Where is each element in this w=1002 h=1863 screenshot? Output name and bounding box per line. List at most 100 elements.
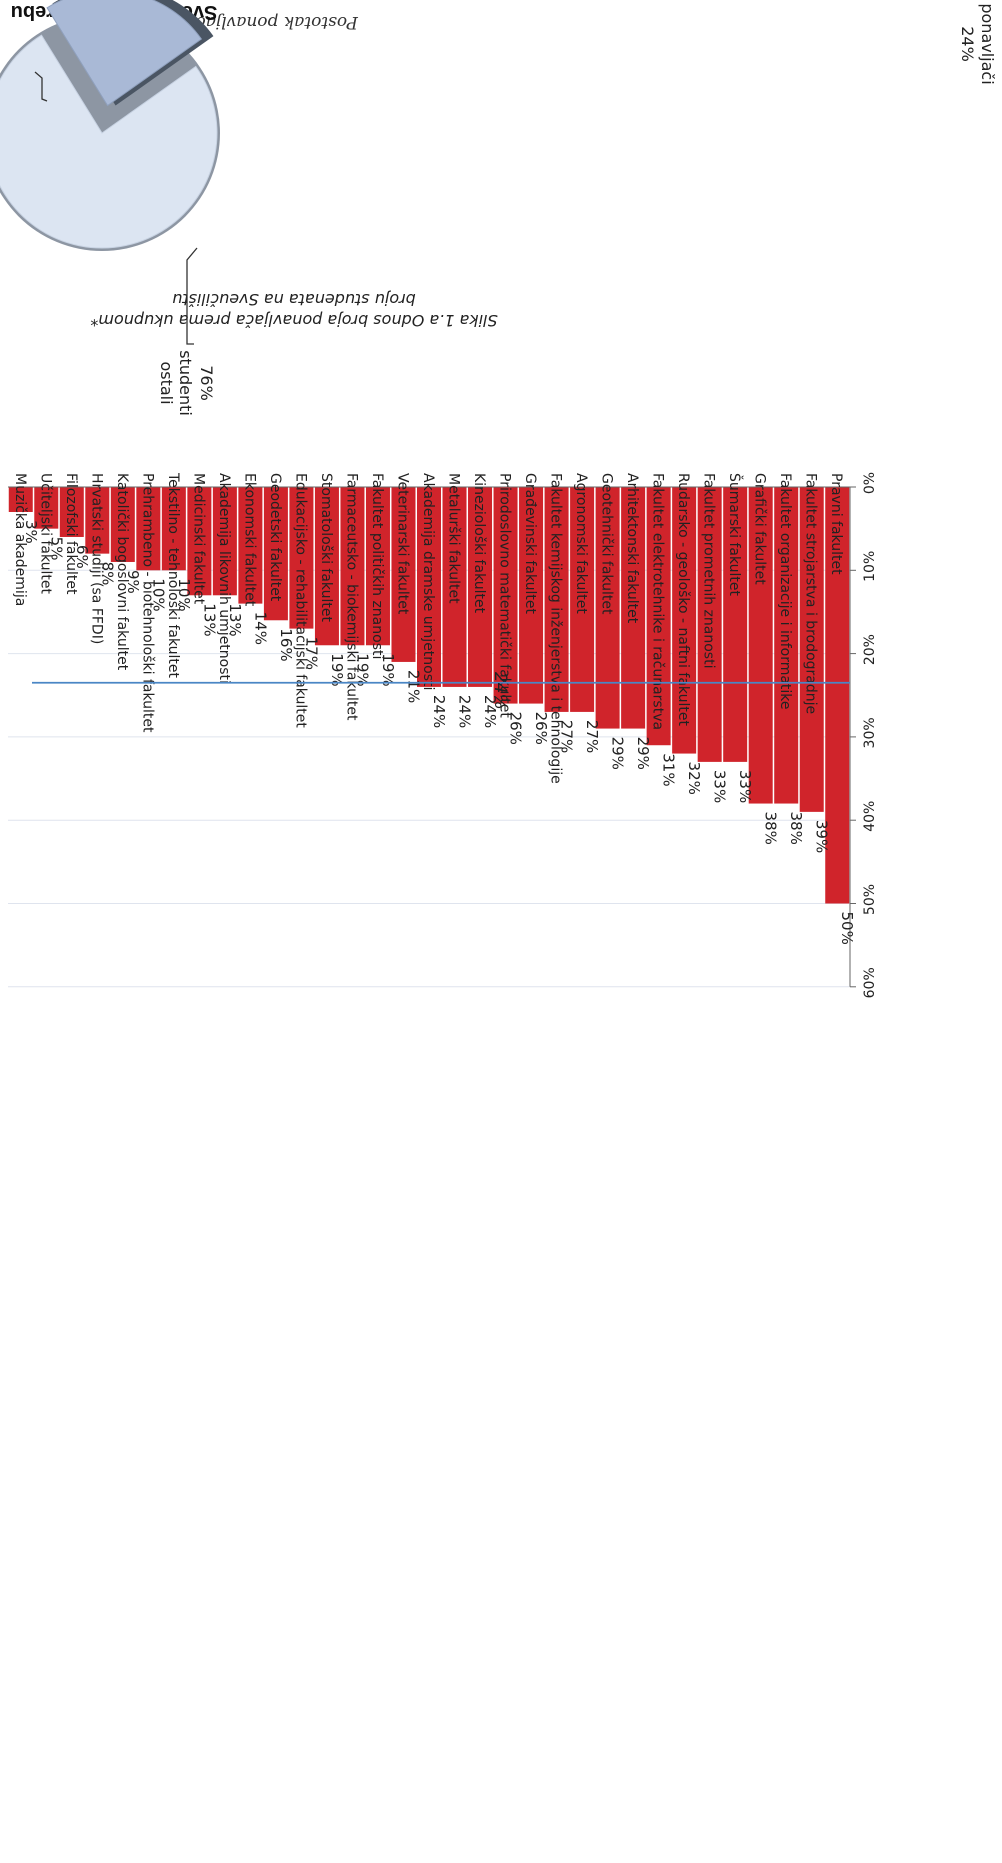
category-label: Fakultet političkih znanosti	[369, 473, 385, 659]
bar-value-label: 19%	[379, 653, 397, 686]
bar	[697, 487, 722, 762]
bar-value-label: 50%	[838, 912, 856, 945]
pie-slice-ponavljaci	[46, 0, 203, 107]
category-label: Geodetski fakultet	[267, 473, 283, 602]
value-labels: 50% 39% 38% 38% 33% 33% 32% 31% 29% 29% 27% 27% 26% 2…	[22, 520, 856, 945]
bar	[417, 487, 441, 687]
y-tick-label: 40%	[862, 801, 878, 832]
bar-value-label: 10%	[175, 578, 193, 611]
bar	[748, 487, 773, 804]
bar	[595, 487, 620, 729]
bar	[314, 487, 339, 646]
bar-value-label: 31%	[660, 753, 678, 786]
y-tick-label: 20%	[862, 634, 878, 665]
value-axis: 0% 10% 20% 30% 40% 50% 60%	[8, 472, 878, 998]
average-reference: 24%	[32, 672, 850, 710]
category-label: Prehrambeno - biotehnološki fakultet	[139, 473, 155, 733]
bar-value-label: 24%	[430, 695, 448, 728]
bar	[85, 487, 110, 554]
bar-value-label: 8%	[98, 562, 116, 586]
bar-value-label: 29%	[634, 737, 652, 770]
category-label: Veterinarski fakultet	[394, 473, 410, 615]
category-label: Hrvatski studiji (sa FFDI)	[88, 473, 104, 644]
leader-line-ponavljaci	[34, 71, 48, 102]
bar-value-label: 39%	[813, 820, 831, 853]
pie-label-ostali-2: studenti	[176, 350, 195, 416]
y-axis-label: Postotak ponavljača	[186, 12, 359, 32]
category-labels: Pravni fakultet Fakultet strojarstva i br…	[12, 472, 844, 784]
bar-value-label: 29%	[609, 737, 627, 770]
bar	[723, 487, 748, 762]
category-label: Kineziološki fakultet	[471, 473, 487, 614]
bar	[136, 487, 161, 571]
bar	[212, 487, 237, 596]
leader-line-ostali	[186, 247, 198, 345]
bar-value-label: 21%	[404, 670, 422, 703]
bar-value-label: 24%	[481, 695, 499, 728]
bar-value-label: 13%	[200, 603, 218, 636]
bar-value-label: 3%	[22, 520, 40, 544]
pie-label-ponavljaci: ponavljači	[978, 3, 997, 84]
category-label: Katolički bogoslovni fakultet	[114, 473, 130, 671]
bar-value-label: 14%	[251, 612, 269, 645]
bar-value-label: 9%	[124, 570, 142, 594]
bar	[238, 487, 263, 604]
bar	[340, 487, 365, 646]
bar	[493, 487, 518, 704]
bar-value-label: 10%	[149, 578, 167, 611]
bar	[621, 487, 646, 729]
bar-value-label: 38%	[787, 812, 805, 845]
category-label: Šumarski fakultet	[726, 473, 744, 597]
category-label: Fakultet kemijskog inženjerstva i tehnol…	[548, 473, 564, 784]
category-label: Akademija dramske umjetnosti	[420, 473, 436, 690]
category-label: Građevinski fakultet	[522, 473, 538, 615]
category-label: Grafički fakultet	[752, 473, 768, 585]
category-label: Edukacijsko - rehabilitacijski fakultet	[292, 473, 308, 728]
bar	[442, 487, 467, 687]
y-tick-label: 0%	[862, 472, 878, 494]
bar	[774, 487, 799, 804]
category-label: Ekonomski fakultet	[241, 473, 257, 607]
bar	[365, 487, 390, 646]
bar	[110, 487, 135, 562]
bar-value-label: 38%	[762, 812, 780, 845]
category-label: Fakultet prometnih znanosti	[701, 473, 717, 668]
bar	[468, 487, 493, 687]
category-label: Metalurški fakultet	[446, 473, 462, 604]
inset-pie-chart: Sveučilište u Zagrebu Slika 1.a Odnos br…	[0, 0, 997, 416]
bar-value-label: 33%	[736, 770, 754, 803]
category-label: Arhitektonski fakultet	[624, 473, 640, 624]
bar	[519, 487, 544, 704]
bar	[646, 487, 671, 746]
category-label: Akademija likovnih umjetnosti	[216, 473, 232, 684]
pie-label-ostali-1: ostali	[157, 361, 176, 404]
y-tick-label: 50%	[862, 884, 878, 915]
y-tick-label: 10%	[862, 551, 878, 582]
pie-label-ostali-value: 76%	[197, 365, 216, 401]
bar	[799, 487, 824, 812]
category-label: Geotehnički fakultet	[599, 473, 615, 615]
bar	[570, 487, 595, 712]
bar-value-label: 24%	[456, 695, 474, 728]
pie-slice-ostali-studenti	[0, 34, 218, 249]
bar	[187, 487, 212, 596]
category-label: Prirodoslovno matematički fakultet	[497, 473, 513, 718]
category-label: Tekstilno - tehnološki fakultet	[165, 472, 181, 679]
category-label: Stomatološki fakultet	[318, 473, 334, 622]
bar-value-label: 17%	[302, 637, 320, 670]
pie-label-ponavljaci-value: 24%	[958, 26, 977, 62]
bar	[391, 487, 416, 662]
bar	[161, 487, 186, 571]
category-label: Filozofski fakultet	[63, 473, 79, 595]
bar-value-label: 32%	[685, 762, 703, 795]
bar	[34, 487, 59, 529]
bar-value-label: 27%	[583, 720, 601, 753]
bar-value-label: 16%	[277, 628, 295, 661]
category-label: Pravni fakultet	[828, 473, 844, 575]
y-tick-label: 60%	[862, 967, 878, 998]
bar-series	[8, 487, 850, 904]
category-label: Fakultet elektrotehnike i računarstva	[650, 473, 666, 730]
bar	[59, 487, 84, 537]
